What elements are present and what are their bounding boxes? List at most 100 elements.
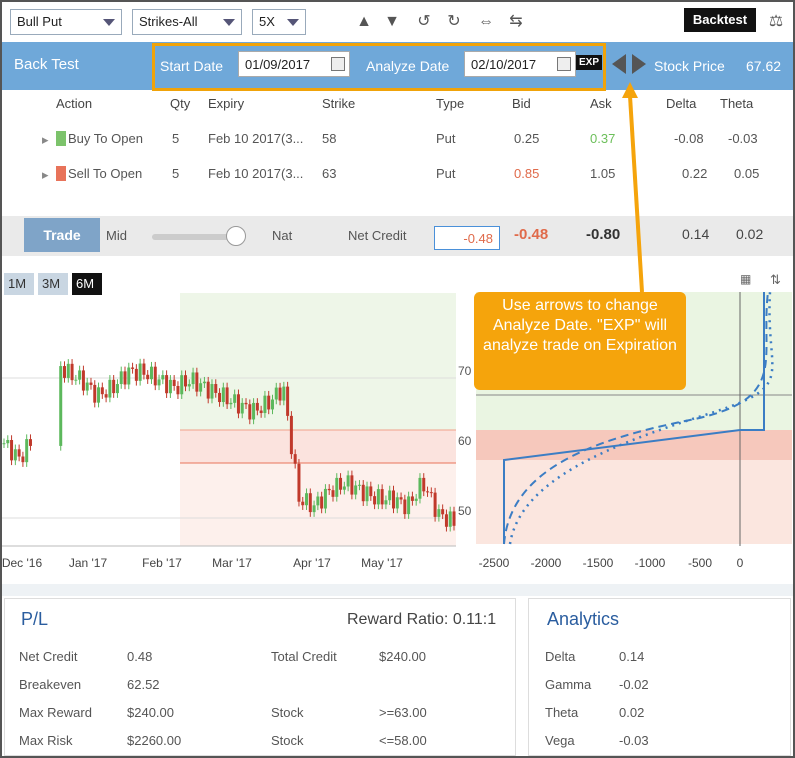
pl-item-label: Breakeven — [19, 677, 82, 692]
candle-body — [361, 484, 365, 502]
swap-icon[interactable]: ⇅ — [770, 272, 781, 287]
bid-total: -0.48 — [514, 226, 549, 243]
next-date-arrow-icon[interactable] — [632, 54, 646, 74]
y-tick-label: 50 — [458, 504, 472, 518]
col-type: Type — [436, 96, 465, 111]
x-tick-label: Apr '17 — [293, 556, 331, 570]
candle-body — [191, 372, 195, 385]
range-6m-button[interactable]: 6M — [72, 273, 102, 295]
multiplier-select-value: 5X — [259, 14, 275, 29]
pl-intermediate-curve — [508, 291, 774, 545]
range-1m-button[interactable]: 1M — [4, 273, 34, 295]
price-slider-knob[interactable] — [226, 226, 246, 246]
candle-body — [165, 375, 169, 394]
multiplier-select[interactable]: 5X — [252, 9, 306, 35]
pl-item2-value: >=63.00 — [379, 705, 427, 720]
move-down-icon[interactable]: ▼ — [384, 13, 400, 30]
candle-body — [70, 363, 74, 381]
analyze-date-input[interactable]: 02/10/2017 — [464, 51, 576, 77]
candle-body — [153, 366, 157, 386]
candle-body — [289, 415, 293, 455]
start-date-input[interactable]: 01/09/2017 — [238, 51, 350, 77]
calendar-icon[interactable] — [557, 57, 571, 71]
ask-total: -0.80 — [586, 226, 621, 243]
candle-body — [252, 402, 256, 420]
x-tick-label: -1500 — [583, 556, 614, 570]
move-up-icon[interactable]: ▲ — [356, 13, 372, 30]
backtest-button[interactable]: Backtest — [684, 8, 756, 32]
x-tick-label: Jan '17 — [69, 556, 108, 570]
prev-date-arrow-icon[interactable] — [612, 54, 626, 74]
scale-icon[interactable]: ⚖ — [768, 13, 784, 30]
price-slider[interactable] — [152, 234, 242, 240]
analytics-item-label: Theta — [545, 705, 579, 720]
chart-icon[interactable]: ▦ — [740, 272, 751, 286]
range-3m-button[interactable]: 3M — [38, 273, 68, 295]
candle-body — [244, 402, 248, 405]
candle-body — [323, 488, 327, 509]
exp-button[interactable]: EXP — [576, 55, 603, 70]
col-qty: Qty — [170, 96, 191, 111]
expand-horizontal-icon[interactable]: ⇔ — [478, 13, 494, 30]
trade-button[interactable]: Trade — [24, 218, 100, 252]
candle-body — [134, 368, 138, 381]
candle-body — [161, 375, 165, 380]
page-title: Back Test — [14, 56, 79, 73]
expand-caret-icon[interactable]: ▸ — [42, 167, 49, 182]
candle-body — [28, 439, 32, 446]
candle-body — [391, 490, 395, 509]
pl-item2-label: Stock — [271, 705, 304, 720]
strikes-select-value: Strikes-All — [139, 14, 198, 29]
col-bid: Bid — [512, 96, 531, 111]
strategy-select[interactable]: Bull Put — [10, 9, 122, 35]
candle-body — [104, 394, 108, 398]
stock-price-value: 67.62 — [746, 58, 782, 74]
net-credit-input[interactable]: -0.48 — [434, 226, 500, 250]
candle-body — [123, 371, 127, 385]
row-action[interactable]: Buy To Open — [68, 131, 143, 146]
start-date-label: Start Date — [160, 58, 224, 74]
candle-body — [146, 374, 150, 380]
candle-body — [293, 454, 297, 464]
loss-transition-zone — [180, 430, 456, 463]
candle-body — [229, 402, 233, 405]
row-expiry: Feb 10 2017(3... — [208, 166, 304, 181]
calendar-icon[interactable] — [331, 57, 345, 71]
collapse-horizontal-icon[interactable]: ⇆ — [509, 13, 523, 30]
candle-body — [6, 439, 10, 444]
candle-body — [437, 509, 441, 517]
candle-body — [395, 497, 399, 509]
candle-body — [180, 375, 184, 395]
candle-body — [74, 379, 78, 381]
row-theta: 0.05 — [734, 166, 760, 181]
candle-body — [202, 381, 206, 384]
rotate-left-icon[interactable]: ↺ — [417, 13, 431, 30]
candle-body — [320, 496, 324, 509]
candle-body — [274, 387, 278, 400]
analytics-item-value: 0.14 — [619, 649, 645, 664]
candle-body — [308, 493, 312, 513]
candle-body — [157, 379, 161, 386]
strikes-select[interactable]: Strikes-All — [132, 9, 242, 35]
row-strike: 58 — [322, 131, 337, 146]
analytics-title: Analytics — [547, 609, 620, 629]
row-action[interactable]: Sell To Open — [68, 166, 143, 181]
candle-body — [365, 486, 369, 502]
candle-body — [176, 385, 180, 395]
analytics-item-value: -0.02 — [619, 677, 649, 692]
candle-body — [373, 496, 377, 505]
analytics-item-label: Delta — [545, 649, 576, 664]
expand-caret-icon[interactable]: ▸ — [42, 132, 49, 147]
analytics-panel: Analytics Delta 0.14 Gamma -0.02 Theta 0.02 Ve… — [528, 598, 791, 756]
candle-body — [138, 363, 142, 381]
rotate-right-icon[interactable]: ↻ — [447, 13, 461, 30]
candle-body — [403, 499, 407, 515]
candle-body — [233, 394, 237, 403]
candle-body — [376, 489, 380, 505]
help-callout: Use arrows to change Analyze Date. "EXP"… — [474, 292, 686, 390]
candle-body — [78, 370, 82, 380]
candle-body — [25, 439, 29, 463]
row-qty: 5 — [172, 131, 180, 146]
pl-title: P/L — [21, 609, 49, 629]
